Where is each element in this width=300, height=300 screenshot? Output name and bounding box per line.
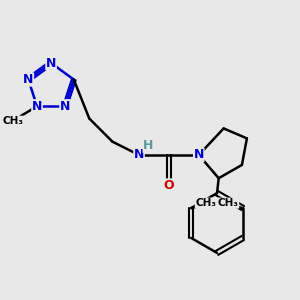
Text: N: N (194, 148, 204, 161)
Text: N: N (46, 56, 56, 70)
Text: N: N (23, 73, 34, 86)
Text: CH₃: CH₃ (195, 198, 216, 208)
Text: N: N (32, 100, 42, 113)
Text: CH₃: CH₃ (218, 198, 239, 208)
Text: H: H (143, 139, 154, 152)
Text: N: N (134, 148, 144, 161)
Text: N: N (60, 100, 70, 113)
Text: CH₃: CH₃ (3, 116, 24, 126)
Text: O: O (164, 179, 174, 192)
